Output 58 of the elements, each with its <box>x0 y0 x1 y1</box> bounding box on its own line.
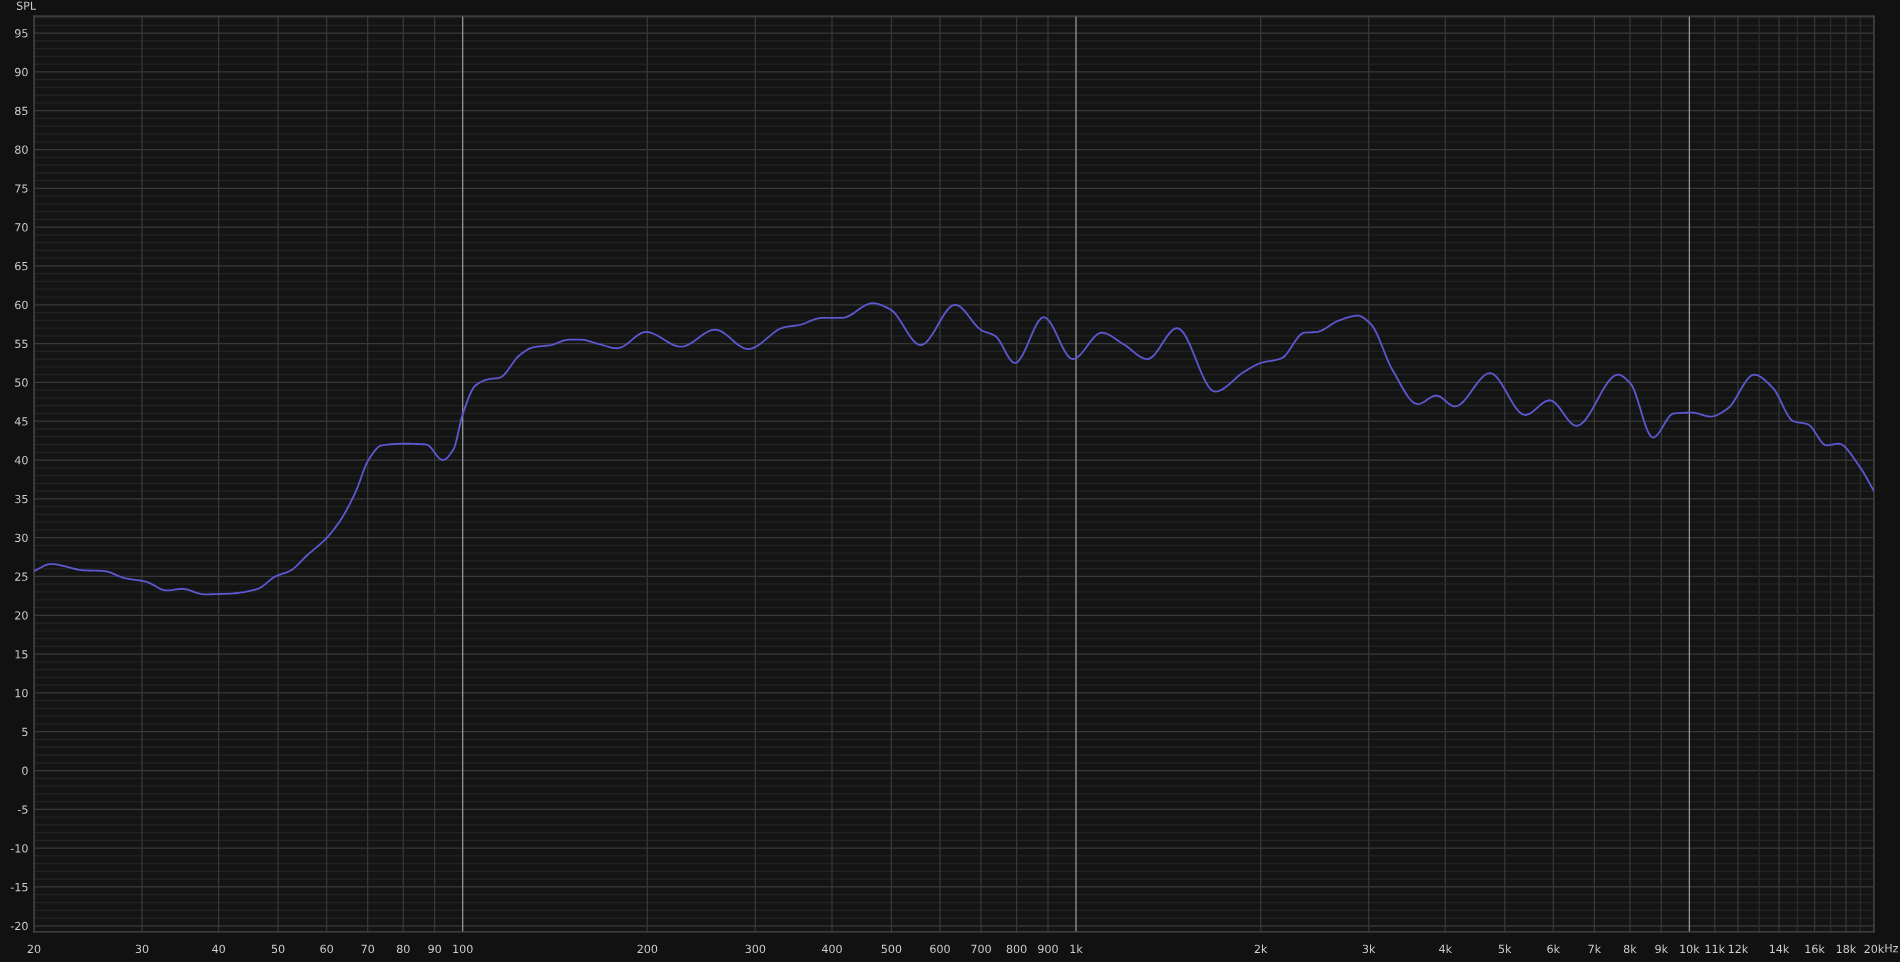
y-axis-title: SPL <box>16 1 37 10</box>
y-tick-label: -10 <box>10 844 28 853</box>
x-tick-label: 5k <box>1498 944 1512 954</box>
x-tick-label: 9k <box>1655 944 1669 954</box>
x-tick-label: 30 <box>135 944 149 954</box>
x-tick-label: 500 <box>881 944 902 954</box>
y-tick-label: 40 <box>14 456 28 465</box>
x-tick-label: 700 <box>971 944 991 954</box>
y-tick-label: 15 <box>15 650 28 659</box>
x-tick-label: 8k <box>1623 944 1637 954</box>
x-tick-label: 90 <box>428 944 441 954</box>
x-tick-label: 900 <box>1038 944 1058 954</box>
x-tick-label: 20k <box>1864 944 1885 954</box>
y-tick-label: -5 <box>17 805 28 814</box>
x-tick-label: 12k <box>1728 944 1749 953</box>
x-tick-label: 3k <box>1362 944 1376 954</box>
x-tick-label: 16k <box>1805 944 1825 954</box>
x-tick-label: 14k <box>1769 944 1790 953</box>
x-tick-label: 4k <box>1439 944 1453 953</box>
x-tick-label: 300 <box>745 944 766 954</box>
y-tick-label: 45 <box>14 417 28 426</box>
y-tick-label: 95 <box>15 29 28 38</box>
y-tick-label: -20 <box>10 921 28 931</box>
y-tick-label: 5 <box>22 727 28 737</box>
y-tick-label: 80 <box>15 145 28 154</box>
y-tick-label: 35 <box>15 494 28 504</box>
x-tick-label: 80 <box>396 944 410 954</box>
x-tick-label: 200 <box>637 944 658 954</box>
y-tick-label: 30 <box>15 533 28 543</box>
x-tick-label: 600 <box>930 944 950 954</box>
x-axis-title: Hz <box>1885 944 1899 953</box>
x-tick-label: 11k <box>1705 944 1726 953</box>
x-tick-label: 400 <box>821 944 842 954</box>
x-tick-label: 2k <box>1254 944 1268 953</box>
y-tick-label: 75 <box>15 184 28 193</box>
x-tick-label: 7k <box>1588 944 1602 953</box>
y-tick-label: 60 <box>15 300 28 310</box>
x-tick-label: 1k <box>1070 944 1083 953</box>
y-tick-label: 90 <box>15 67 28 77</box>
y-tick-label: 10 <box>15 688 28 698</box>
x-tick-label: 10k <box>1680 944 1700 954</box>
y-tick-label: 55 <box>15 339 28 348</box>
y-tick-label: 85 <box>15 106 28 116</box>
x-tick-label: 800 <box>1006 944 1027 954</box>
y-tick-label: 50 <box>15 378 28 387</box>
y-tick-label: 25 <box>15 572 28 581</box>
y-tick-label: 65 <box>15 261 28 271</box>
x-tick-label: 18k <box>1836 944 1857 954</box>
y-tick-label: 70 <box>15 223 28 232</box>
x-tick-label: 50 <box>271 944 285 954</box>
y-tick-label: 0 <box>22 766 28 775</box>
x-tick-label: 40 <box>212 944 225 954</box>
x-tick-label: 100 <box>453 944 473 954</box>
x-tick-label: 70 <box>361 944 375 954</box>
x-tick-label: 6k <box>1547 944 1561 954</box>
x-tick-label: 60 <box>320 944 333 954</box>
y-tick-label: 20 <box>15 611 28 620</box>
y-tick-label: -15 <box>10 883 28 892</box>
